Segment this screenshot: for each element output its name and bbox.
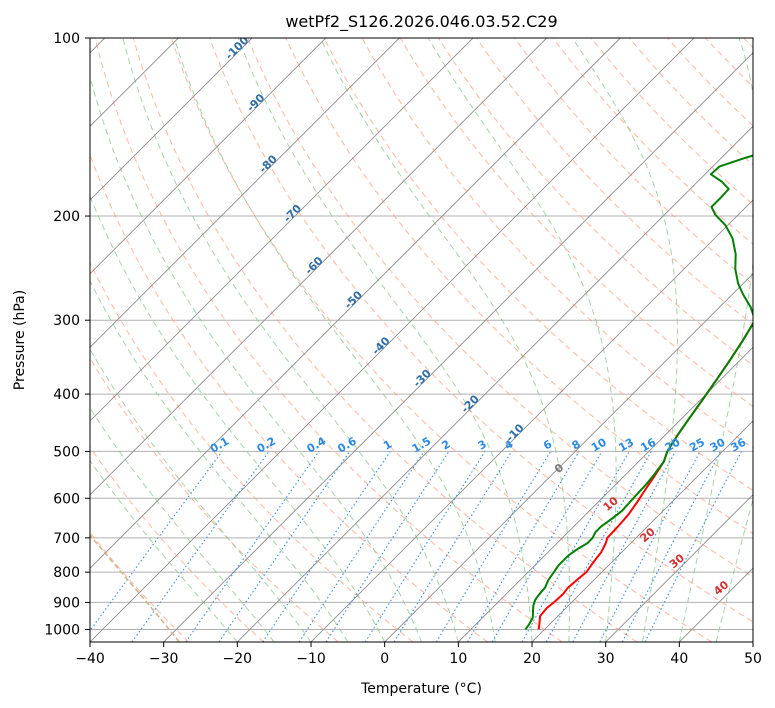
isotherm-line [163,52,753,642]
x-tick-label: −20 [223,651,253,667]
y-tick-label: 900 [53,595,80,611]
x-tick-label: 10 [449,651,467,667]
moist-adiabat [427,38,617,642]
mixing-ratio-line [218,451,351,642]
mixing-ratio-line [621,451,722,642]
reference-curves [90,534,180,642]
sounding-profiles [524,154,753,631]
x-tick-label: 50 [744,651,762,667]
dry-adiabat [170,38,712,642]
isotherm-line [90,38,400,348]
dry-adiabat [94,38,563,642]
y-tick-label: 600 [53,491,80,507]
dry-adiabat [90,153,488,642]
dry-adiabat [90,357,339,642]
mixing-ratio-line [325,451,450,642]
isotherm-line [605,494,753,642]
mixing-ratio-line [572,451,676,642]
chart-title: wetPf2_S126.2026.046.03.52.C29 [285,12,557,32]
dry-adiabat [247,38,753,578]
x-axis-ticks: −40 −30 −20 −10 0 10 20 30 40 50 [75,642,762,667]
moist-adiabat [237,38,533,642]
dry-adiabat [285,38,753,535]
moist-adiabat [122,38,459,642]
x-tick-label: −30 [149,651,179,667]
dry-adiabat [132,38,638,642]
isotherms [90,38,753,642]
mixing-ratio-line [298,451,425,642]
moist-adiabat [90,194,386,642]
moist-adiabat [90,459,238,642]
dry-adiabat [208,38,753,623]
x-axis-label: Temperature (°C) [360,681,482,697]
y-tick-label: 1000 [44,622,80,638]
isotherm-line [90,38,253,201]
mixing-ratio-line [644,451,742,642]
mixing-ratio-line [545,451,652,642]
moist-adiabat [319,38,570,642]
dry-adiabat [399,38,753,408]
isotherm-line [90,38,548,496]
y-axis-ticks: 100 200 300 400 500 600 700 800 900 1000 [44,31,90,638]
x-tick-label: 0 [380,651,389,667]
plot-area: -100-90-80-70-60-50-40-30-20-100.1 0.2 0.4… [90,38,753,642]
dry-adiabat [90,446,264,642]
isotherm-line [310,199,753,642]
y-axis-label: Pressure (hPa) [12,290,28,390]
mixing-ratio-line [131,451,270,642]
mixing-ratio-line [262,451,391,642]
y-tick-label: 300 [53,313,80,329]
mixing-ratio-line [521,451,630,642]
isotherm-line [90,38,474,422]
isotherm-line [384,273,753,642]
mixing-ratio-line [185,451,320,642]
moist-adiabat [678,38,753,642]
x-tick-label: −10 [296,651,326,667]
y-tick-label: 200 [53,209,80,225]
moist-adiabat [715,497,753,642]
moist-adiabat [90,74,422,642]
dry-adiabat [437,38,753,366]
dry-adiabats [90,38,753,642]
isotherm-line [90,38,327,275]
moist-adiabat [173,38,496,642]
y-tick-label: 400 [53,387,80,403]
reference-curve [90,534,180,642]
moist-adiabat [90,279,349,642]
mixing-ratio-line [90,451,223,632]
x-tick-label: −40 [75,651,105,667]
moist-adiabat [90,348,312,642]
isotherm-line [457,346,753,642]
dry-adiabat [323,38,753,492]
isotherm-line [90,38,621,569]
y-tick-label: 800 [53,565,80,581]
isotherm-line [531,420,753,642]
isotherm-line [90,38,695,642]
x-tick-label: 40 [670,651,688,667]
dry-adiabat [90,261,414,642]
moist-adiabats [90,38,753,642]
y-tick-label: 100 [53,31,80,47]
x-tick-label: 30 [597,651,615,667]
y-tick-label: 500 [53,444,80,460]
x-tick-label: 20 [523,651,541,667]
plot-frame [89,37,754,643]
moist-adiabat [571,38,678,642]
isotherm-line [236,125,753,642]
dry-adiabat [361,38,753,449]
mixing-ratio-line [393,451,513,642]
mixing-ratio-lines [90,451,742,642]
dewpoint-profile [524,154,753,631]
y-tick-label: 700 [53,531,80,547]
